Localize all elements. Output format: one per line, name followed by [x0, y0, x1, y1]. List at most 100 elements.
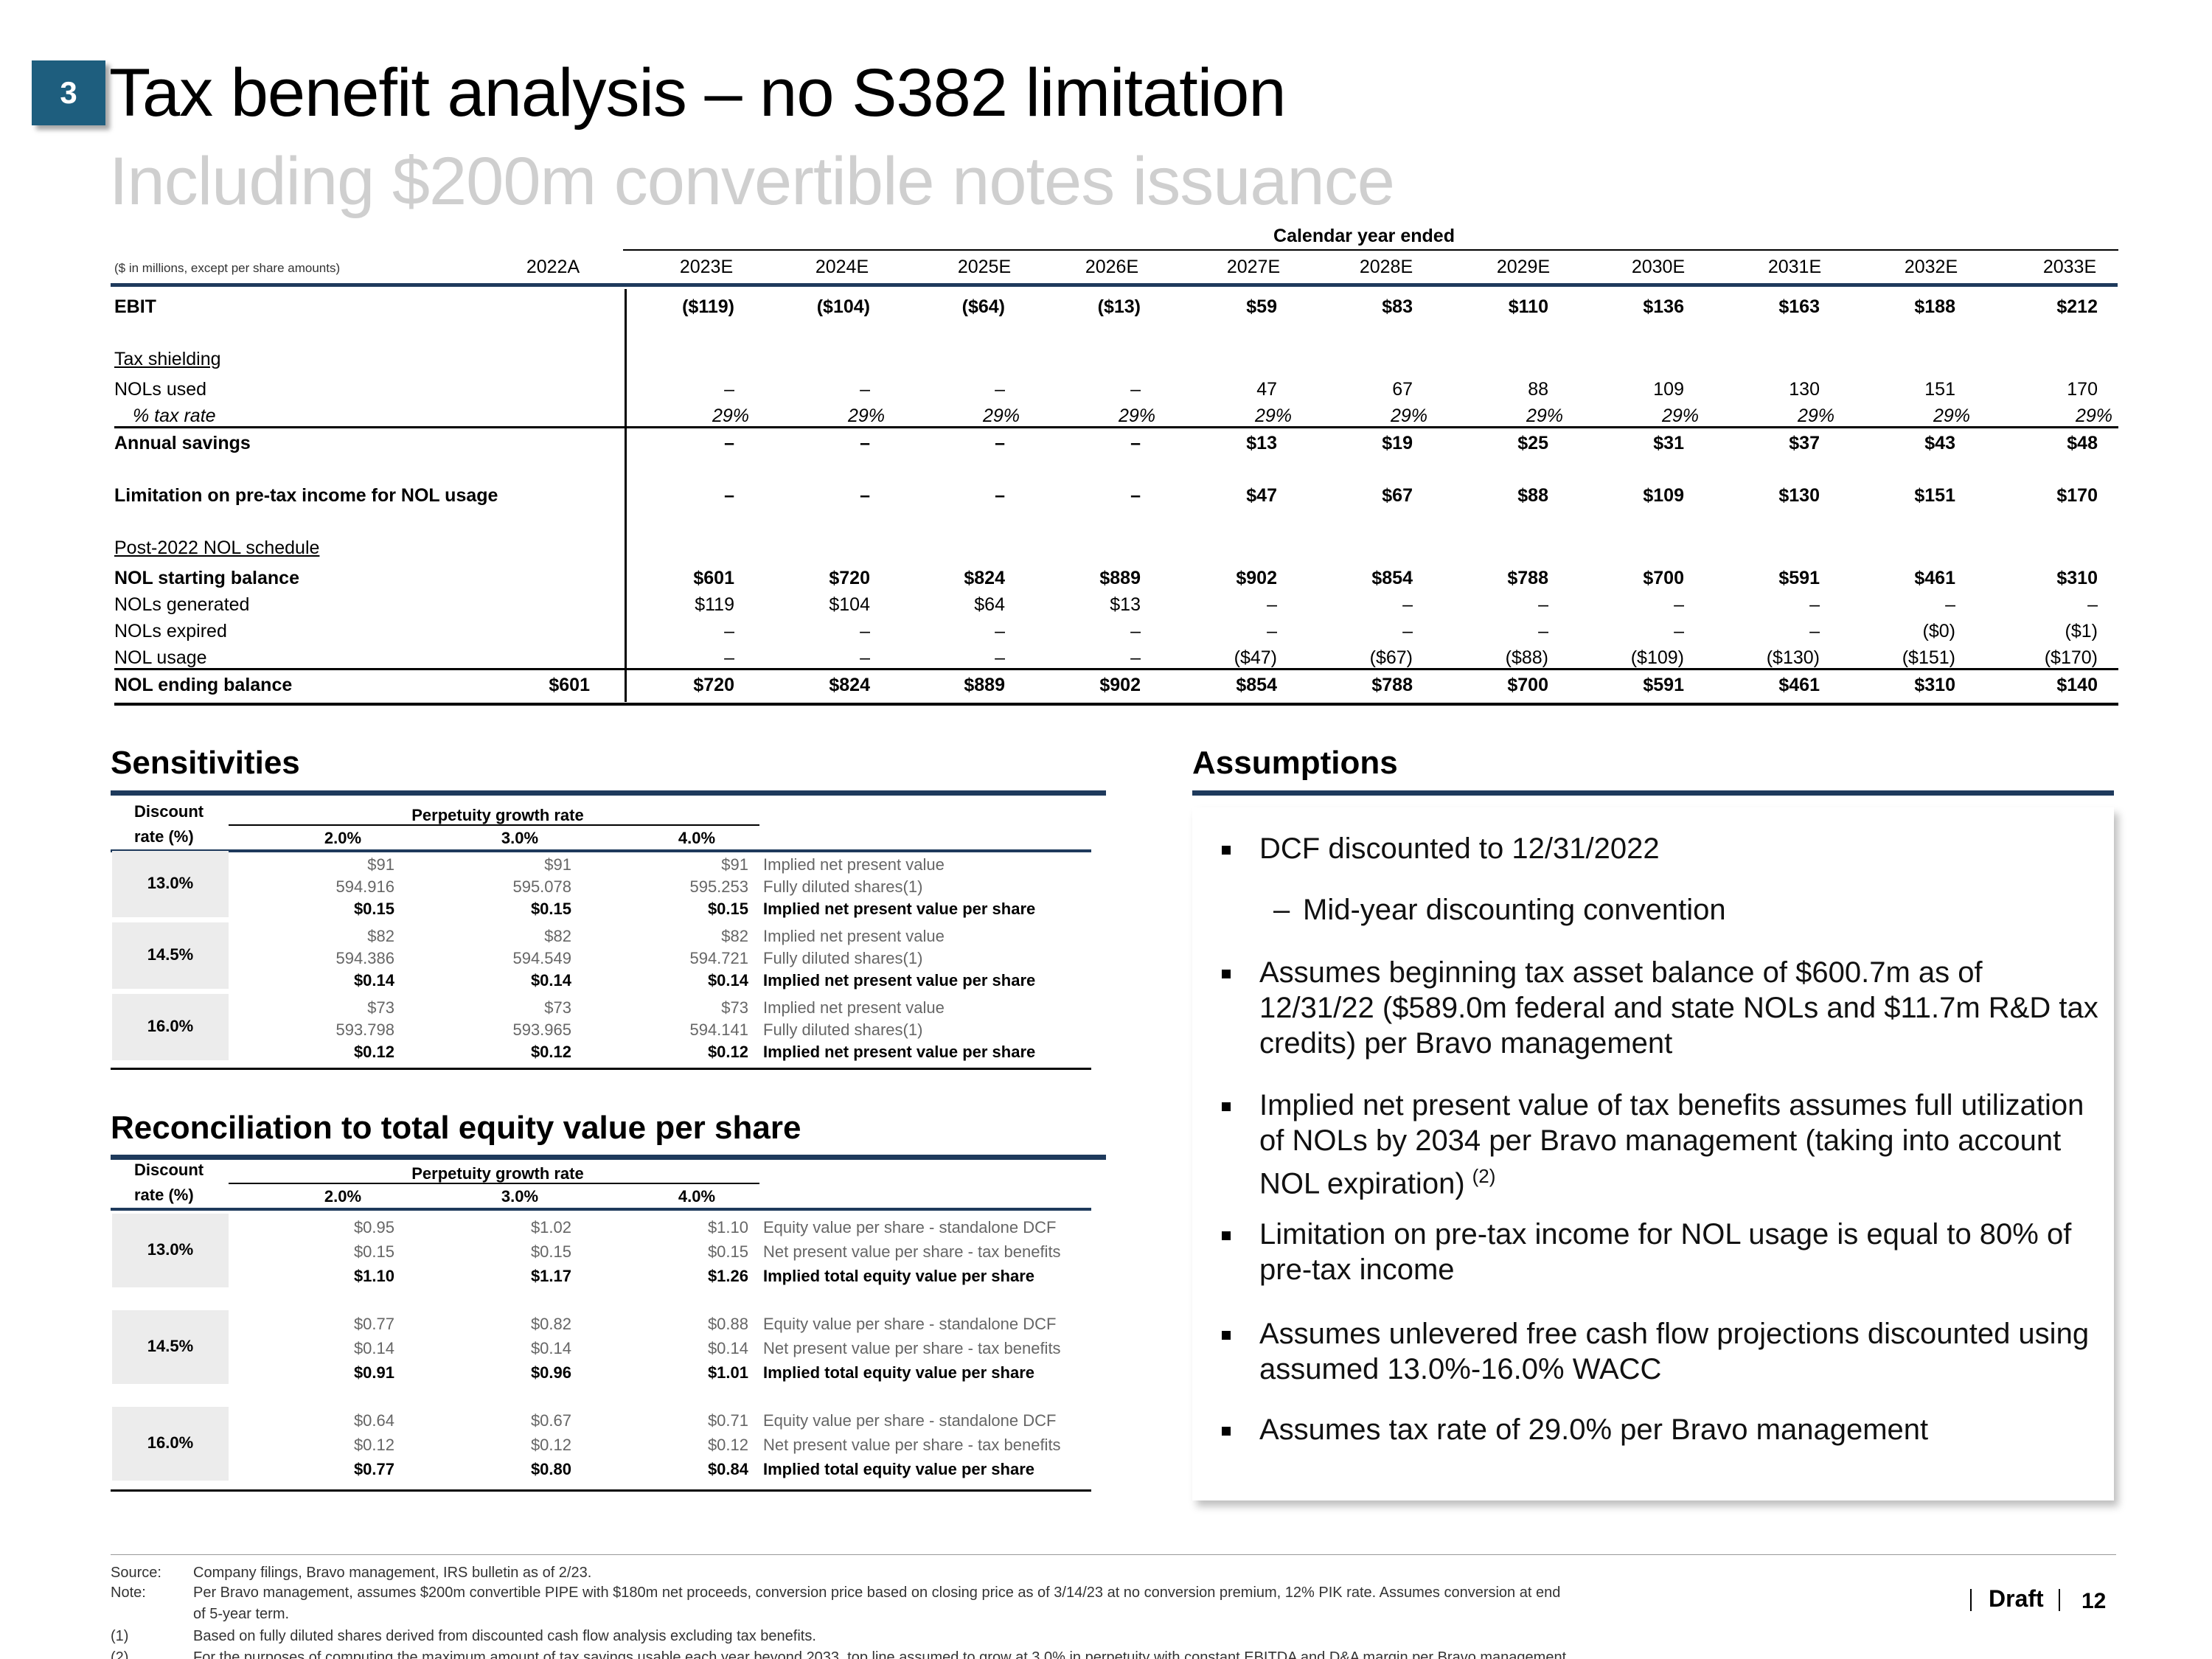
grid-value: $0.14	[530, 971, 571, 990]
page-number: 12	[2081, 1589, 2107, 1613]
table-cell: $700	[1507, 675, 1548, 695]
year-header: 2028E	[1359, 257, 1413, 277]
discount-rate: 13.0%	[147, 874, 194, 892]
row-label: NOLs generated	[114, 594, 250, 615]
table-cell: –	[724, 621, 734, 641]
grid-value: $0.14	[530, 1339, 571, 1357]
divider-2022a	[625, 289, 627, 702]
row-label: Limitation on pre-tax income for NOL usa…	[114, 485, 498, 506]
table-cell: $788	[1371, 675, 1413, 695]
footnote-text: of 5-year term.	[193, 1606, 290, 1622]
discount-rate-shade	[112, 1310, 229, 1384]
table-cell: –	[724, 379, 734, 400]
growth-header: Perpetuity growth rate	[411, 1164, 584, 1183]
grid-value: 595.253	[689, 877, 748, 896]
grid-value: $0.12	[530, 1436, 571, 1454]
grid-value: $0.82	[530, 1315, 571, 1333]
grid-value: $0.67	[530, 1411, 571, 1430]
grid-row-label: Implied total equity value per share	[763, 1363, 1034, 1382]
bullet-marker	[1222, 970, 1231, 978]
grid-value: $0.15	[530, 1242, 571, 1261]
table-cell: $591	[1643, 675, 1684, 695]
growth-rate: 2.0%	[324, 1187, 362, 1206]
grid-value: $0.77	[353, 1315, 394, 1333]
page-title: Tax benefit analysis – no S382 limitatio…	[109, 55, 1287, 131]
grid-row-label: Implied net present value	[763, 998, 945, 1017]
assumption-item: Assumes unlevered free cash flow project…	[1259, 1318, 2090, 1385]
table-cell: $170	[2056, 485, 2098, 506]
section-number-badge: 3	[32, 60, 105, 125]
grid-row-label: Implied total equity value per share	[763, 1460, 1034, 1478]
table-cell: –	[1130, 485, 1141, 506]
grid-value: 593.798	[335, 1020, 394, 1039]
sensitivities-title: Sensitivities	[111, 745, 300, 781]
table-cell: –	[995, 485, 1005, 506]
table-cell: $109	[1643, 485, 1684, 506]
table-cell: –	[1809, 594, 1820, 615]
table-cell: –	[860, 433, 870, 453]
table-cell: –	[1130, 379, 1141, 400]
year-header: 2027E	[1226, 257, 1281, 277]
year-header: 2024E	[815, 257, 869, 277]
draft-label: Draft	[1989, 1585, 2044, 1612]
grid-value: $0.12	[707, 1436, 748, 1454]
grid-row-label: Implied net present value	[763, 855, 945, 874]
table-cell: $591	[1778, 568, 1820, 588]
growth-rate: 3.0%	[501, 1187, 539, 1206]
grid-value: 593.965	[512, 1020, 571, 1039]
table-cell: $889	[1099, 568, 1141, 588]
footnote-text: Per Bravo management, assumes $200m conv…	[193, 1585, 1561, 1601]
table-cell: $601	[693, 568, 734, 588]
growth-rate: 3.0%	[501, 829, 539, 847]
table-cell: –	[860, 621, 870, 641]
discount-rate: 16.0%	[147, 1433, 194, 1452]
table-cell: 109	[1653, 379, 1684, 400]
table-cell: ($13)	[1097, 296, 1141, 317]
table-cell: $720	[829, 568, 870, 588]
table-cell: ($170)	[2044, 647, 2098, 668]
grid-value: $1.10	[353, 1267, 394, 1285]
row-label: NOLs expired	[114, 621, 227, 641]
table-cell: –	[860, 485, 870, 506]
grid-value: $91	[544, 855, 571, 874]
grid-value: $82	[721, 927, 748, 945]
table-cell: –	[995, 647, 1005, 668]
table-cell: –	[1130, 621, 1141, 641]
table-cell: $13	[1110, 594, 1141, 615]
table-cell: $310	[2056, 568, 2098, 588]
table-cell: $47	[1246, 485, 1277, 506]
grid-value: $73	[721, 998, 748, 1017]
year-header: 2032E	[1904, 257, 1958, 277]
table-cell: $31	[1653, 433, 1684, 453]
grid-value: $0.95	[353, 1218, 394, 1237]
draft-divider-right	[2059, 1589, 2060, 1611]
table-cell: –	[1945, 594, 1955, 615]
bullet-marker	[1222, 1331, 1231, 1340]
grid-value: $0.77	[353, 1460, 394, 1478]
bullet-marker	[1222, 846, 1231, 855]
table-cell: $67	[1382, 485, 1413, 506]
row-label: NOLs used	[114, 379, 207, 400]
table-cell: ($64)	[961, 296, 1005, 317]
table-cell: –	[1130, 647, 1141, 668]
table-cell: ($104)	[816, 296, 870, 317]
grid-value: $0.14	[353, 971, 394, 990]
table-cell: 29%	[1661, 406, 1699, 426]
grid-value: $0.12	[353, 1043, 394, 1061]
year-header: 2025E	[957, 257, 1012, 277]
tax-benefit-table: Calendar year ended ($ in millions, excep…	[0, 0, 2212, 737]
table-bottom-rule	[114, 703, 2118, 706]
sub-bullet-dash: –	[1273, 894, 1290, 926]
table-cell: 29%	[1390, 406, 1427, 426]
table-cell: 130	[1789, 379, 1820, 400]
sensitivities-rule	[111, 790, 1106, 796]
grid-value: $0.15	[707, 1242, 748, 1261]
table-cell: –	[1402, 594, 1413, 615]
discount-rate-shade	[112, 1214, 229, 1287]
table-cell: 170	[2067, 379, 2098, 400]
table-cell: ($0)	[1922, 621, 1955, 641]
grid-value: $0.12	[707, 1043, 748, 1061]
table-cell: $110	[1508, 296, 1548, 317]
grid-row-label: Fully diluted shares(1)	[763, 1020, 923, 1039]
table-cell: –	[724, 647, 734, 668]
